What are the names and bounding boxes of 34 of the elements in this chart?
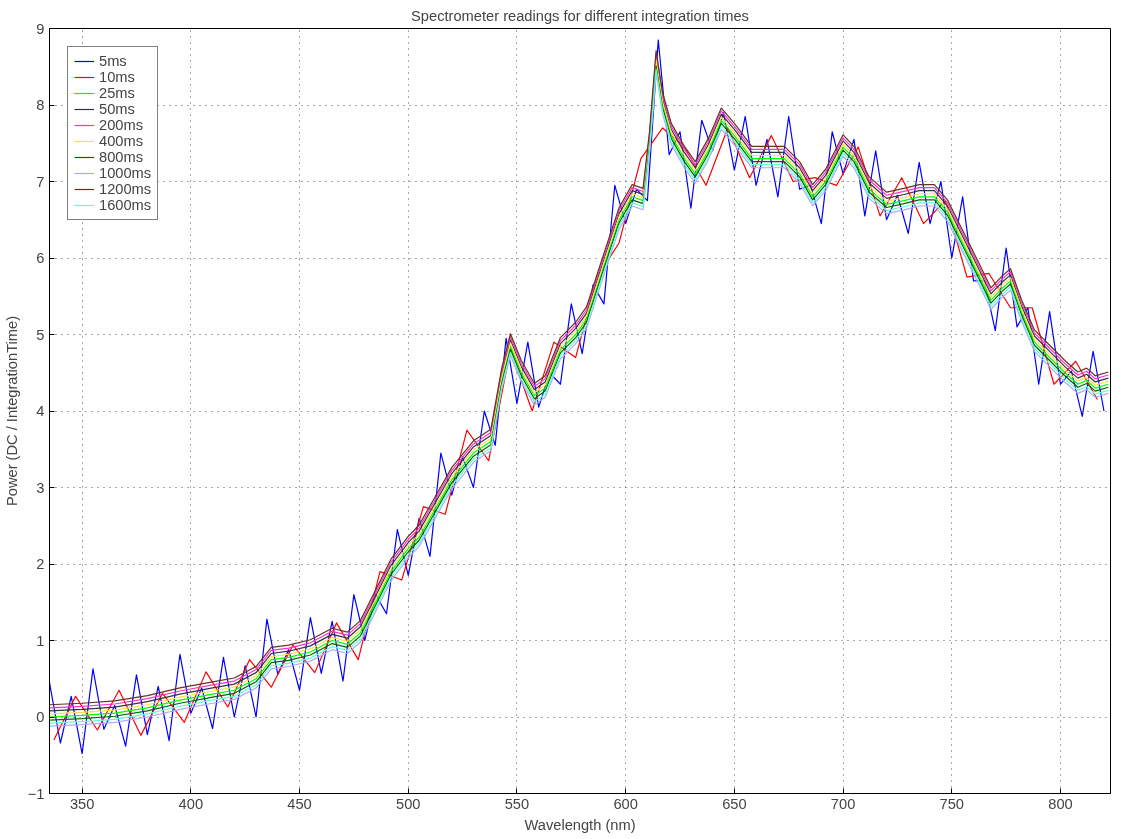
x-tick-label: 750 [939,795,965,812]
y-tick-label: 1 [36,632,45,649]
legend-label: 1000ms [99,165,152,181]
legend-label: 25ms [99,85,135,101]
legend-label: 10ms [99,69,135,85]
y-tick-label: 0 [36,709,45,725]
y-tick-label: 8 [36,97,45,113]
y-tick-label: 3 [36,479,45,496]
legend-label: 200ms [99,117,143,133]
legend-label: 800ms [99,149,143,165]
legend-label: 50ms [99,101,135,117]
y-tick-label: 5 [36,326,45,343]
x-tick-label: 800 [1048,795,1073,812]
legend-label: 400ms [99,133,143,149]
y-tick-label: 6 [36,250,45,266]
chart-title: Spectrometer readings for different integration times [411,7,749,24]
x-tick-label: 350 [69,795,95,812]
x-tick-label: 700 [830,795,856,812]
y-tick-label: 7 [36,173,45,190]
x-tick-label: 500 [396,795,421,812]
legend-label: 5ms [99,53,127,69]
x-tick-label: 550 [504,795,530,812]
x-tick-label: 650 [722,795,747,812]
x-tick-label: 450 [287,795,312,812]
legend-label: 1200ms [99,181,152,197]
x-tick-label: 600 [613,795,638,812]
y-tick-label: −1 [27,785,45,802]
y-tick-label: 4 [36,403,45,419]
y-tick-label: 2 [36,556,45,572]
y-axis-title: Power (DC / IntegrationTime) [3,315,20,507]
x-tick-label: 400 [178,795,204,812]
y-tick-label: 9 [36,20,45,37]
x-axis-title: Wavelength (nm) [524,816,636,833]
legend-label: 1600ms [99,197,152,213]
